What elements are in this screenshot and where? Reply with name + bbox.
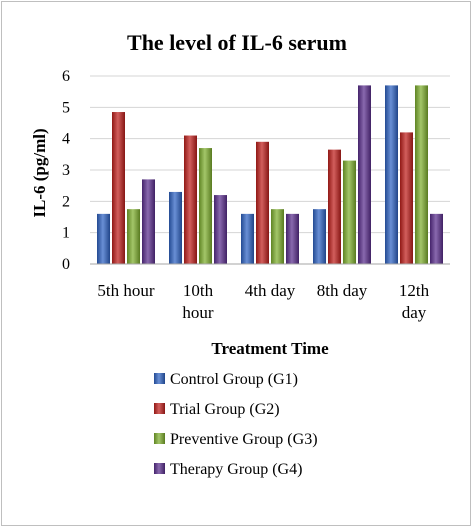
bar	[415, 85, 428, 265]
legend-label: Control Group (G1)	[170, 371, 298, 388]
bar	[142, 179, 155, 264]
y-tick-label: 2	[62, 193, 70, 210]
y-tick-label: 1	[62, 225, 70, 242]
bar	[169, 191, 182, 264]
bar	[112, 112, 125, 265]
x-axis-title: Treatment Time	[211, 339, 329, 358]
bar	[343, 160, 356, 264]
x-tick-label: 12th day	[399, 281, 430, 322]
x-tick-label: 8th day	[317, 281, 368, 300]
bar	[358, 85, 371, 265]
x-tick-label: 4th day	[245, 281, 296, 300]
bar	[385, 85, 398, 265]
bar	[286, 213, 299, 264]
bar	[199, 148, 212, 264]
bar	[97, 213, 110, 264]
legend-label: Therapy Group (G4)	[170, 461, 302, 478]
bar	[400, 132, 413, 264]
bar	[271, 209, 284, 264]
y-tick-label: 4	[62, 131, 70, 148]
bar	[214, 195, 227, 264]
legend-swatch	[154, 403, 165, 414]
y-tick-label: 0	[62, 256, 70, 273]
bar	[256, 141, 269, 264]
legend-swatch	[154, 463, 165, 474]
legend-swatch	[154, 373, 165, 384]
legend-label: Trial Group (G2)	[170, 401, 280, 418]
x-tick-label: 5th hour	[97, 281, 154, 300]
bar	[328, 149, 341, 264]
bar	[313, 209, 326, 264]
bar	[184, 135, 197, 264]
bar	[241, 213, 254, 264]
y-tick-label: 5	[62, 99, 70, 116]
y-tick-label: 3	[62, 162, 70, 179]
legend-label: Preventive Group (G3)	[170, 431, 318, 448]
bar	[430, 213, 443, 264]
legend-swatch	[154, 433, 165, 444]
x-tick-label: 10th hour	[182, 281, 214, 322]
y-axis-title: IL-6 (pg/ml)	[30, 128, 49, 217]
bar	[127, 209, 140, 264]
chart-title: The level of IL-6 serum	[127, 30, 347, 55]
y-tick-label: 6	[62, 68, 70, 85]
